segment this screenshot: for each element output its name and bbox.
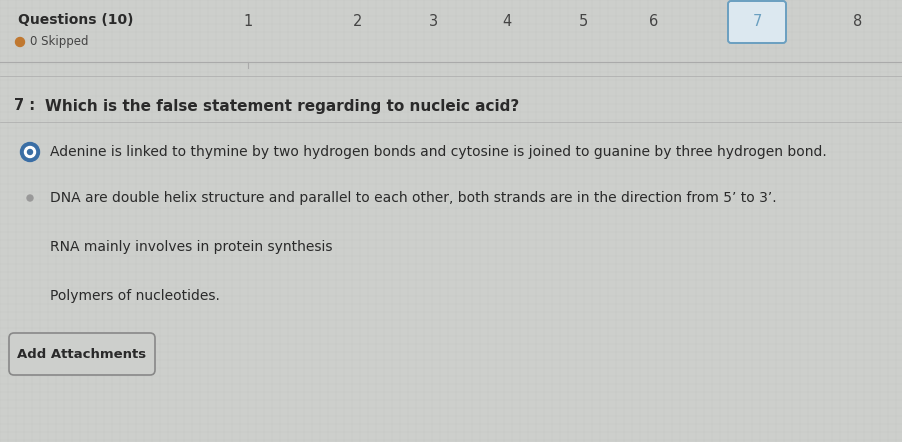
- Text: RNA mainly involves in protein synthesis: RNA mainly involves in protein synthesis: [50, 240, 333, 254]
- Circle shape: [24, 146, 35, 157]
- Text: 4: 4: [502, 15, 511, 30]
- Text: Which is the false statement regarding to nucleic acid?: Which is the false statement regarding t…: [45, 99, 520, 114]
- Text: 6: 6: [649, 15, 658, 30]
- Text: 3: 3: [429, 15, 438, 30]
- Text: 7: 7: [752, 15, 761, 30]
- Circle shape: [21, 142, 40, 161]
- Text: 5: 5: [578, 15, 587, 30]
- Text: 1: 1: [244, 15, 253, 30]
- Circle shape: [15, 38, 24, 46]
- Text: DNA are double helix structure and parallel to each other, both strands are in t: DNA are double helix structure and paral…: [50, 191, 777, 205]
- Text: Polymers of nucleotides.: Polymers of nucleotides.: [50, 289, 220, 303]
- Text: Adenine is linked to thymine by two hydrogen bonds and cytosine is joined to gua: Adenine is linked to thymine by two hydr…: [50, 145, 827, 159]
- FancyBboxPatch shape: [728, 1, 786, 43]
- Text: Questions (10): Questions (10): [18, 13, 133, 27]
- Text: 8: 8: [853, 15, 862, 30]
- Circle shape: [27, 195, 33, 201]
- Text: 7 :: 7 :: [14, 99, 35, 114]
- Text: 0 Skipped: 0 Skipped: [30, 35, 88, 49]
- Text: 2: 2: [354, 15, 363, 30]
- Text: Add Attachments: Add Attachments: [17, 347, 146, 361]
- FancyBboxPatch shape: [9, 333, 155, 375]
- Circle shape: [27, 149, 32, 155]
